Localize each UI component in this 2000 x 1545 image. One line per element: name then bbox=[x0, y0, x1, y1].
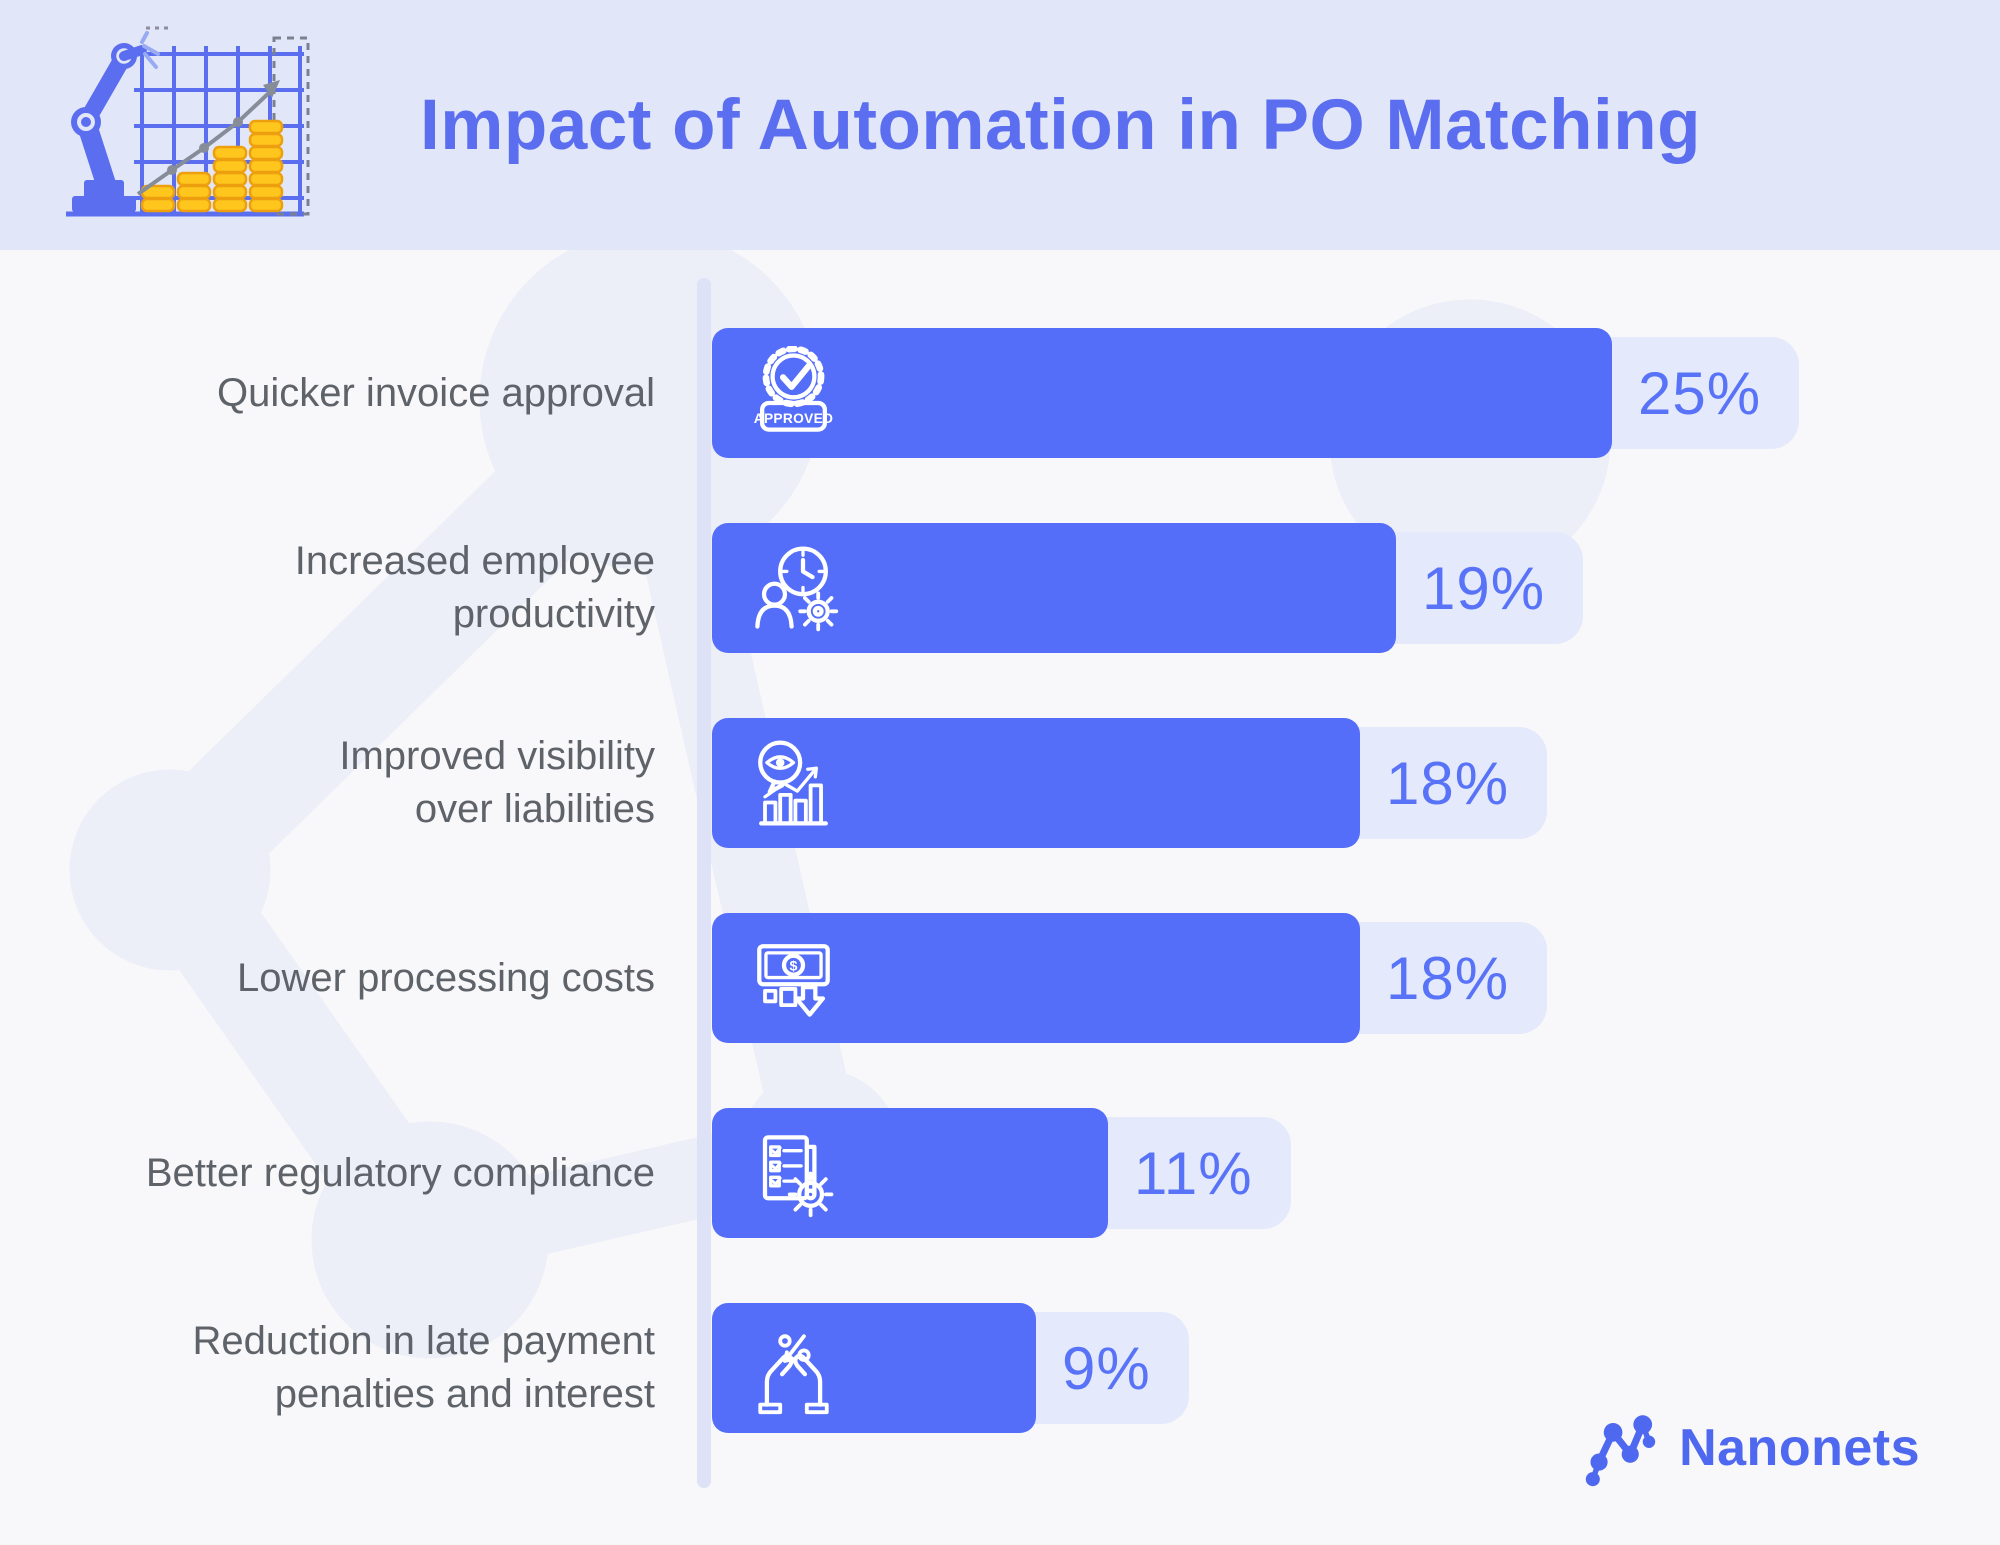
bar bbox=[712, 1303, 1036, 1433]
page-title: Impact of Automation in PO Matching bbox=[420, 85, 1702, 165]
visibility-analytics-icon bbox=[746, 736, 841, 831]
chart-row: Reduction in late payment penalties and … bbox=[0, 1303, 2000, 1433]
chart-row: Lower processing costs 18% $ bbox=[0, 913, 2000, 1043]
bar-category-label: Quicker invoice approval bbox=[217, 370, 655, 415]
bar-category-label: Reduction in late payment penalties and … bbox=[192, 1319, 656, 1416]
header: Impact of Automation in PO Matching bbox=[0, 0, 2000, 250]
bar: $ bbox=[712, 913, 1360, 1043]
hands-percent-icon bbox=[746, 1321, 841, 1416]
header-illustration-robot-chart bbox=[66, 26, 310, 216]
chart-row: Better regulatory compliance 11% bbox=[0, 1108, 2000, 1238]
value-label: 9% bbox=[1062, 1334, 1151, 1402]
bar bbox=[712, 718, 1360, 848]
bar-category-label: Better regulatory compliance bbox=[145, 1150, 655, 1195]
bar bbox=[712, 1108, 1108, 1238]
value-label: 19% bbox=[1422, 554, 1546, 622]
chart-row: Increased employee productivity 19% bbox=[0, 523, 2000, 653]
compliance-checklist-icon bbox=[746, 1126, 841, 1221]
svg-text:APPROVED: APPROVED bbox=[754, 410, 834, 425]
svg-text:$: $ bbox=[790, 958, 798, 974]
chart-axis-line bbox=[697, 278, 711, 1488]
lower-costs-icon: $ bbox=[746, 931, 841, 1026]
approved-stamp-icon: APPROVED bbox=[746, 345, 841, 441]
bar-category-label: Lower processing costs bbox=[237, 955, 655, 1000]
nanonets-molecule-icon bbox=[1585, 1415, 1656, 1487]
value-label: 18% bbox=[1386, 944, 1510, 1012]
nanonets-logo-text: Nanonets bbox=[1679, 1419, 1920, 1477]
bar-category-label: Improved visibility over liabilities bbox=[339, 734, 655, 831]
value-label: 11% bbox=[1134, 1139, 1253, 1207]
bar bbox=[712, 523, 1396, 653]
chart-row: Improved visibility over liabilities 18% bbox=[0, 718, 2000, 848]
chart-row: Quicker invoice approval 25% APPROVED bbox=[0, 328, 2000, 458]
value-label: 18% bbox=[1386, 749, 1510, 817]
bar: APPROVED bbox=[712, 328, 1612, 458]
value-label: 25% bbox=[1638, 359, 1762, 427]
nanonets-logo: Nanonets bbox=[1585, 1409, 1920, 1487]
employee-productivity-icon bbox=[746, 541, 841, 636]
bar-category-label: Increased employee productivity bbox=[294, 539, 655, 636]
